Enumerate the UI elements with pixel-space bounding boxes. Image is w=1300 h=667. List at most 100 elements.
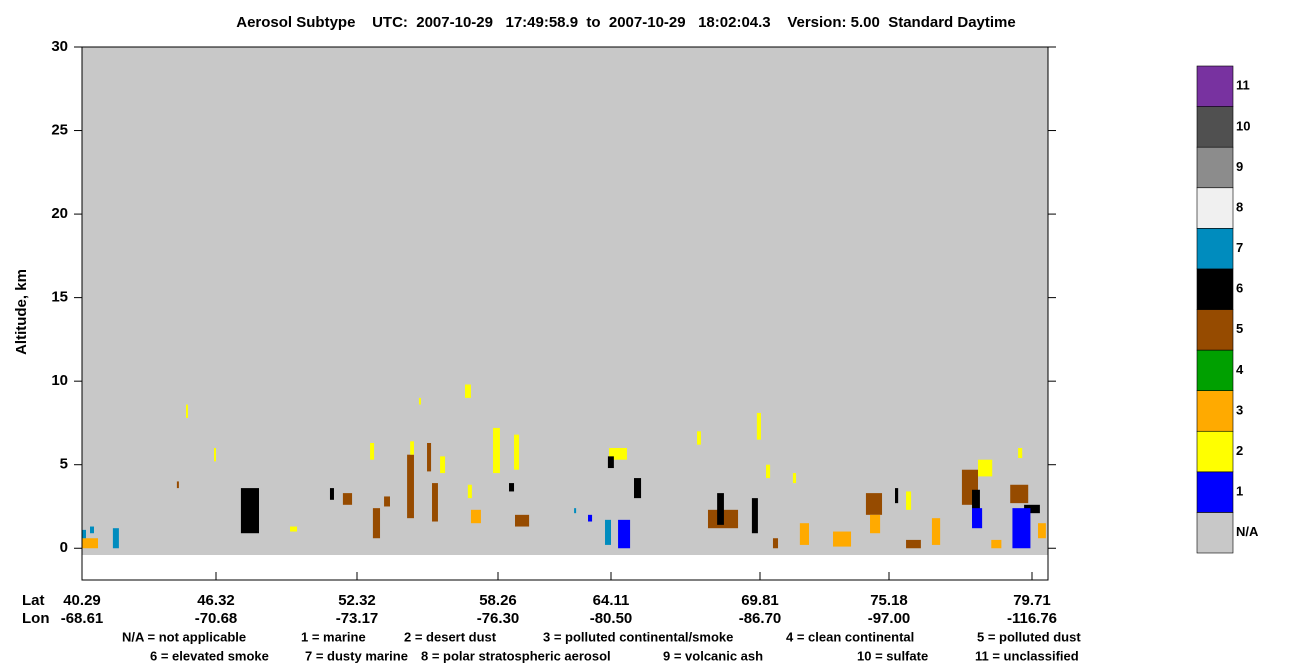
aerosol-patch — [186, 404, 188, 418]
aerosol-patch — [717, 493, 724, 525]
aerosol-patch — [972, 489, 980, 522]
lon-tick-label: -68.61 — [61, 610, 104, 627]
aerosol-patch — [870, 514, 881, 534]
colorbar-swatch — [1196, 187, 1234, 229]
lon-tick-label: -97.00 — [868, 610, 911, 627]
aerosol-patch — [342, 493, 353, 505]
lat-tick-label: 69.81 — [741, 592, 779, 609]
aerosol-patch — [972, 508, 983, 529]
aerosol-patch — [514, 514, 530, 527]
lat-tick-label: 40.29 — [63, 592, 101, 609]
aerosol-patch — [1018, 448, 1023, 459]
aerosol-patch — [509, 483, 515, 492]
aerosol-patch — [894, 488, 899, 504]
aerosol-patch — [751, 498, 758, 534]
aerosol-patch — [1010, 484, 1029, 504]
aerosol-patch — [370, 442, 375, 460]
colorbar-swatch — [1196, 228, 1234, 270]
lat-tick-label: 52.32 — [338, 592, 376, 609]
lat-tick-label: 46.32 — [197, 592, 235, 609]
colorbar-label: 6 — [1236, 281, 1243, 296]
lat-tick-label: 75.18 — [870, 592, 908, 609]
colorbar-label: 2 — [1236, 443, 1243, 458]
y-tick-label: 5 — [60, 456, 68, 473]
colorbar-swatch — [1196, 471, 1234, 513]
legend-item: 6 = elevated smoke — [150, 648, 269, 663]
y-tick-label: 25 — [51, 122, 68, 139]
aerosol-patch — [772, 538, 779, 549]
legend-item: 2 = desert dust — [404, 629, 497, 644]
y-tick-label: 0 — [60, 539, 68, 556]
aerosol-patch — [214, 448, 216, 462]
legend-item: 10 = sulfate — [857, 648, 928, 663]
lon-tick-label: -70.68 — [195, 610, 238, 627]
aerosol-patch — [290, 526, 298, 532]
aerosol-patch — [634, 478, 642, 499]
aerosol-patch — [418, 397, 421, 405]
y-tick-label: 20 — [51, 205, 68, 222]
colorbar-swatch — [1196, 65, 1234, 107]
lat-label: Lat — [22, 592, 45, 609]
colorbar-swatch — [1196, 390, 1234, 432]
y-tick-label: 10 — [51, 372, 68, 389]
aerosol-patch — [112, 528, 119, 549]
colorbar-label: 7 — [1236, 240, 1243, 255]
lon-tick-label: -116.76 — [1007, 610, 1057, 627]
colorbar-swatch — [1196, 106, 1234, 148]
aerosol-patch — [514, 434, 520, 470]
aerosol-patch — [467, 484, 472, 499]
colorbar-label: 9 — [1236, 159, 1243, 174]
legend-item: 3 = polluted continental/smoke — [543, 629, 733, 644]
aerosol-patch — [384, 496, 390, 507]
aerosol-patch — [609, 448, 627, 460]
colorbar-label: 10 — [1236, 118, 1250, 133]
aerosol-patch — [470, 509, 481, 524]
colorbar-label: 11 — [1236, 78, 1250, 93]
aerosol-patch — [1024, 504, 1040, 514]
aerosol-patch — [799, 523, 810, 545]
aerosol-patch — [90, 526, 94, 534]
aerosol-patch — [833, 531, 852, 547]
lon-tick-label: -73.17 — [336, 610, 379, 627]
colorbar-swatch — [1196, 309, 1234, 351]
aerosol-patch — [906, 539, 921, 549]
aerosol-patch — [931, 518, 941, 545]
legend-item: 5 = polluted dust — [977, 629, 1081, 644]
y-tick-label: 30 — [51, 38, 68, 55]
legend-item: 1 = marine — [301, 629, 366, 644]
aerosol-patch — [618, 519, 631, 549]
colorbar-label: N/A — [1236, 524, 1259, 539]
legend-item: 11 = unclassified — [975, 648, 1079, 663]
aerosol-patch — [440, 456, 446, 474]
aerosol-patch — [240, 488, 260, 534]
aerosol-patch — [432, 483, 438, 522]
lat-tick-label: 64.11 — [593, 592, 630, 609]
colorbar-label: 1 — [1236, 484, 1243, 499]
plot-background — [82, 47, 1048, 555]
lon-tick-label: -76.30 — [477, 610, 520, 627]
y-tick-label: 15 — [51, 289, 68, 306]
legend-item: 7 = dusty marine — [305, 648, 408, 663]
aerosol-patch — [756, 412, 761, 440]
aerosol-patch — [1012, 508, 1031, 549]
lat-tick-label: 58.26 — [479, 592, 517, 609]
aerosol-patch — [407, 454, 414, 519]
y-axis-label: Altitude, km — [13, 269, 30, 355]
aerosol-patch — [372, 508, 381, 539]
aerosol-patch — [865, 493, 883, 515]
lon-label: Lon — [22, 610, 50, 627]
colorbar-label: 3 — [1236, 402, 1243, 417]
aerosol-patch — [978, 459, 993, 477]
aerosol-patch — [493, 427, 500, 474]
aerosol-patch — [697, 431, 701, 445]
lon-tick-label: -86.70 — [739, 610, 782, 627]
aerosol-patch — [991, 539, 1002, 549]
aerosol-patch — [574, 508, 577, 514]
aerosol-patch — [766, 464, 771, 479]
legend-item: 4 = clean continental — [786, 629, 914, 644]
aerosol-patch — [329, 488, 334, 500]
lat-tick-label: 79.71 — [1013, 592, 1051, 609]
aerosol-patch — [605, 519, 611, 545]
colorbar-swatch — [1196, 430, 1234, 473]
